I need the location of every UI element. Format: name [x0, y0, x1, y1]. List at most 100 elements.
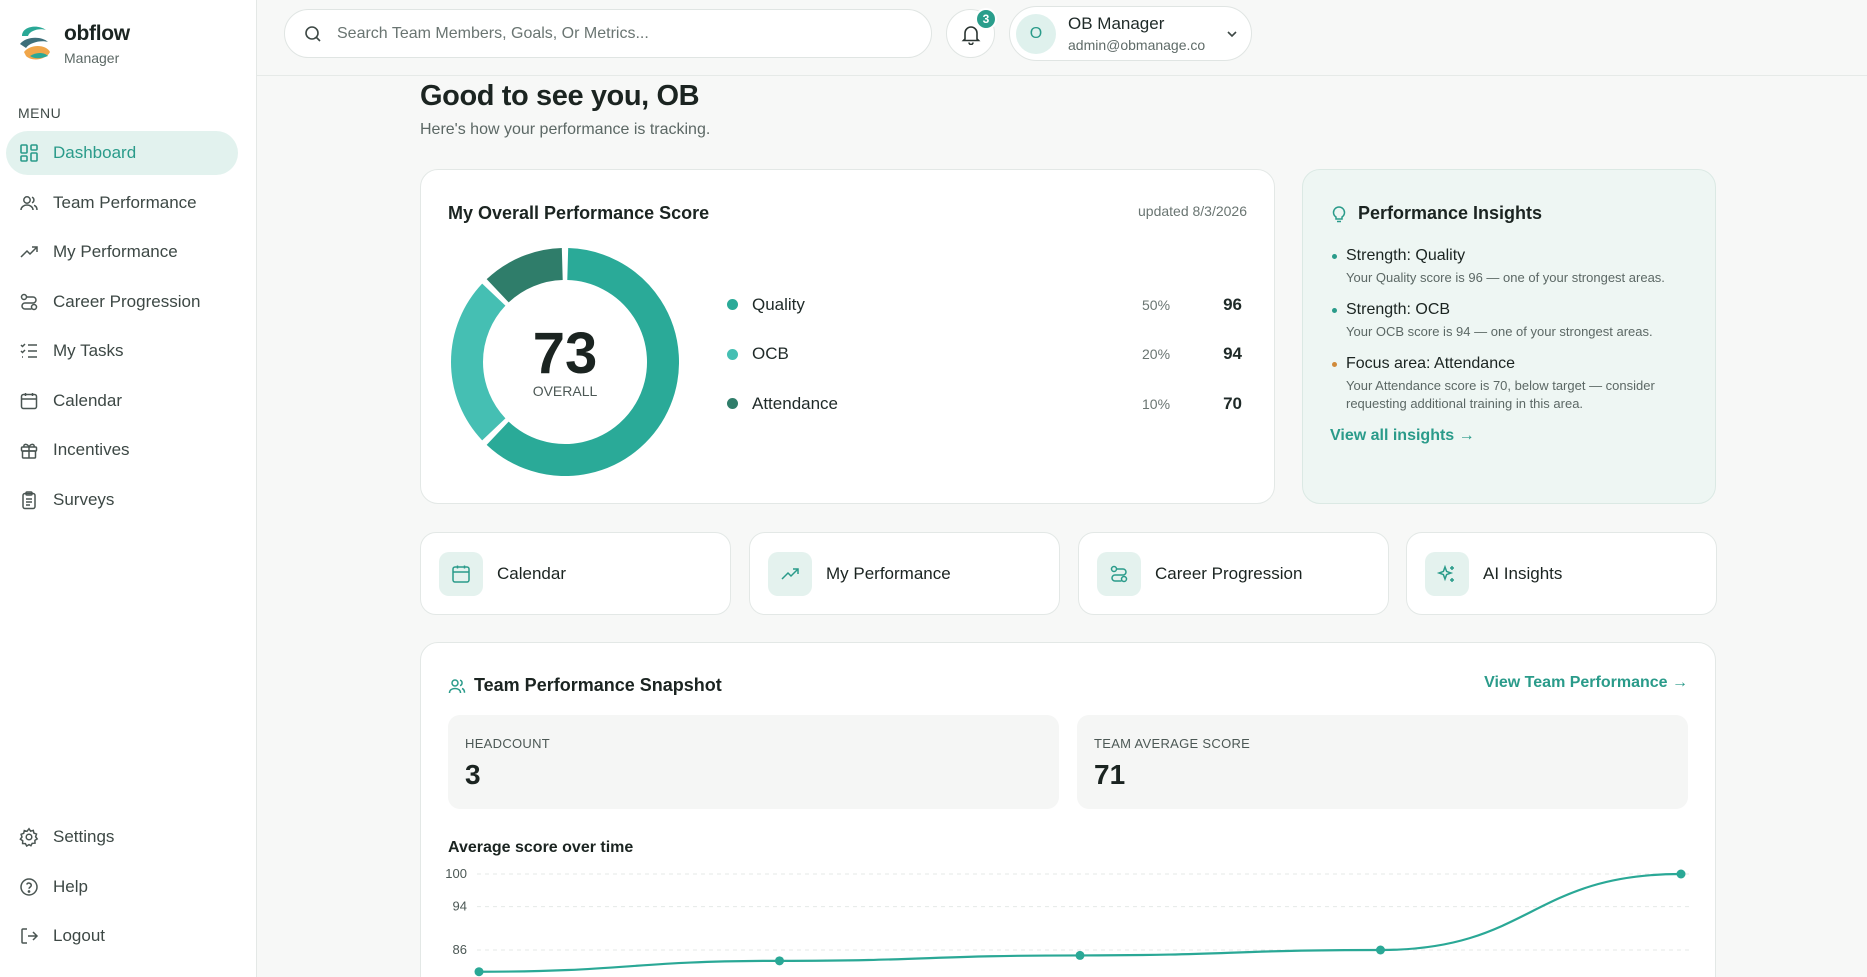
data-point	[1075, 950, 1085, 960]
quick-link-label: AI Insights	[1483, 563, 1563, 583]
search-box[interactable]	[284, 9, 932, 58]
sidebar-item-team-performance[interactable]: Team Performance	[6, 181, 238, 225]
quick-link-label: Career Progression	[1155, 563, 1303, 583]
insight-bullet	[1332, 308, 1337, 313]
y-tick-label: 94	[453, 899, 467, 914]
headcount-stat: HEADCOUNT 3	[448, 715, 1059, 809]
view-all-insights-link[interactable]: View all insights →	[1330, 427, 1475, 444]
data-point	[1676, 869, 1686, 879]
legend-name: OCB	[752, 344, 789, 364]
search-input[interactable]	[337, 24, 897, 43]
overall-score-value: 73	[532, 321, 598, 386]
team-snapshot-card: Team Performance Snapshot View Team Perf…	[420, 642, 1716, 977]
user-menu[interactable]: O OB Manager admin@obmanage.co	[1009, 6, 1252, 61]
brand[interactable]: obflow Manager	[16, 22, 130, 66]
sidebar-item-surveys[interactable]: Surveys	[6, 478, 238, 522]
route-icon	[19, 292, 39, 312]
search-icon	[305, 25, 321, 42]
user-name: OB Manager	[1068, 14, 1165, 33]
score-card-title: My Overall Performance Score	[448, 203, 710, 223]
insight-title: Focus area: Attendance	[1346, 355, 1515, 372]
menu-label: MENU	[18, 105, 62, 121]
view-team-performance-link[interactable]: View Team Performance →	[1484, 674, 1688, 691]
legend-row-quality: Quality 50% 96	[727, 280, 1247, 330]
y-tick-label: 100	[445, 866, 467, 881]
sidebar-item-logout[interactable]: Logout	[6, 914, 238, 958]
average-score-line-chart: 100 94 86	[445, 866, 1691, 977]
insight-title: Strength: Quality	[1346, 247, 1466, 264]
sidebar-item-incentives[interactable]: Incentives	[6, 428, 238, 472]
clipboard-icon	[19, 490, 39, 510]
brand-subtitle: Manager	[64, 50, 120, 66]
sidebar-item-calendar[interactable]: Calendar	[6, 379, 238, 423]
notification-badge: 3	[975, 8, 997, 30]
sidebar-item-my-tasks[interactable]: My Tasks	[6, 329, 238, 373]
team-average-stat: TEAM AVERAGE SCORE 71	[1077, 715, 1688, 809]
lightbulb-icon	[1332, 205, 1346, 222]
legend-score: 70	[1223, 393, 1242, 413]
quick-link-calendar[interactable]: Calendar	[420, 532, 731, 615]
user-email: admin@obmanage.co	[1068, 37, 1206, 53]
data-point	[775, 956, 784, 966]
insight-desc: Your Attendance score is 70, below targe…	[1346, 378, 1655, 411]
insight-desc: Your Quality score is 96 — one of your s…	[1346, 270, 1665, 285]
notifications-button[interactable]: 3	[946, 8, 997, 58]
quick-link-ai-insights[interactable]: AI Insights	[1406, 532, 1717, 615]
legend-weight: 50%	[1142, 296, 1171, 313]
bell-icon	[961, 25, 980, 45]
sidebar-item-label: Settings	[53, 827, 115, 846]
team-snapshot-title: Team Performance Snapshot	[474, 675, 722, 695]
users-icon	[448, 678, 466, 693]
legend-weight: 20%	[1142, 346, 1171, 363]
sidebar-item-career-progression[interactable]: Career Progression	[6, 280, 238, 324]
y-tick-label: 86	[453, 942, 467, 957]
sidebar-item-help[interactable]: Help	[6, 865, 238, 909]
score-donut-chart	[451, 248, 679, 476]
sidebar-item-settings[interactable]: Settings	[6, 815, 238, 859]
overall-score-label: OVERALL	[532, 383, 598, 399]
trending-up-icon	[19, 242, 39, 262]
quick-link-my-performance[interactable]: My Performance	[749, 532, 1060, 615]
quick-link-label: My Performance	[826, 563, 951, 583]
insight-item: Focus area: Attendance Your Attendance s…	[1330, 355, 1700, 413]
sidebar-item-label: Incentives	[53, 440, 130, 459]
sidebar-item-label: Surveys	[53, 489, 115, 509]
users-icon	[19, 193, 39, 213]
donut-center: 73 OVERALL	[451, 248, 679, 476]
insight-bullet	[1332, 254, 1337, 259]
insight-title: Strength: OCB	[1346, 301, 1451, 318]
chevron-down-icon	[1227, 31, 1237, 38]
gift-icon	[19, 440, 39, 460]
sidebar-item-label: Team Performance	[53, 192, 197, 212]
team-average-label: TEAM AVERAGE SCORE	[1094, 736, 1251, 751]
brand-name: obflow	[64, 22, 130, 45]
insight-item: Strength: OCB Your OCB score is 94 — one…	[1330, 301, 1700, 341]
legend-dot	[727, 348, 738, 360]
legend-score: 96	[1223, 294, 1242, 314]
sidebar-item-label: Help	[53, 876, 88, 896]
legend-name: Quality	[752, 294, 805, 314]
insights-title: Performance Insights	[1358, 203, 1543, 223]
insight-bullet	[1332, 362, 1337, 367]
quick-link-career-progression[interactable]: Career Progression	[1078, 532, 1389, 615]
sidebar-item-dashboard[interactable]: Dashboard	[6, 131, 238, 175]
help-icon	[19, 877, 39, 897]
sidebar: obflow Manager MENU Dashboard Team Perfo…	[0, 0, 257, 977]
score-legend: Quality 50% 96 OCB 20% 94 Attendance 10%…	[727, 280, 1247, 429]
legend-row-ocb: OCB 20% 94	[727, 330, 1247, 380]
sidebar-item-label: Calendar	[53, 390, 122, 410]
data-point	[1376, 945, 1385, 955]
legend-dot	[727, 398, 738, 410]
calendar-icon	[19, 391, 39, 411]
main-nav: Dashboard Team Performance My Performanc…	[6, 131, 238, 527]
legend-dot	[727, 299, 738, 311]
sidebar-item-my-performance[interactable]: My Performance	[6, 230, 238, 274]
legend-row-attendance: Attendance 10% 70	[727, 379, 1247, 429]
sidebar-item-label: My Performance	[53, 242, 178, 261]
team-average-value: 71	[1094, 759, 1126, 790]
calendar-icon	[439, 551, 483, 596]
legend-weight: 10%	[1142, 395, 1171, 412]
updated-date: updated 8/3/2026	[1138, 203, 1247, 219]
insight-desc: Your OCB score is 94 — one of your stron…	[1346, 324, 1653, 339]
page-subtitle: Here's how your performance is tracking.	[420, 121, 711, 138]
